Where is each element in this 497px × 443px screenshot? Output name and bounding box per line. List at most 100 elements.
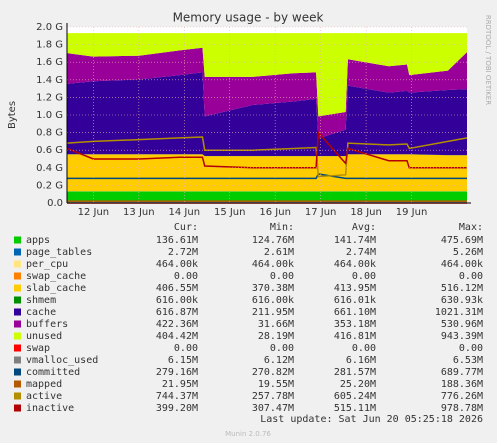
stat-header: Min: <box>270 222 294 233</box>
legend-stat: 744.37M <box>156 391 198 402</box>
legend-stat: 136.61M <box>156 235 198 246</box>
line-active <box>66 136 468 178</box>
legend-stat: 0.00 <box>174 271 198 282</box>
legend-stat: 464.00k <box>334 259 376 270</box>
stat-header: Cur: <box>174 222 198 233</box>
legend-stat: 188.36M <box>441 379 483 390</box>
legend-stat: 416.81M <box>334 331 376 342</box>
legend-stat: 31.66M <box>258 319 294 330</box>
legend-stat: 21.95M <box>162 379 198 390</box>
legend-stat: 464.00k <box>156 259 198 270</box>
legend-swatch <box>14 236 21 244</box>
legend-stat: 404.42M <box>156 331 198 342</box>
legend-stat: 0.00 <box>270 271 294 282</box>
legend-stat: 406.55M <box>156 283 198 294</box>
legend-swatch <box>14 380 21 388</box>
y-axis-label: Bytes <box>7 101 18 129</box>
x-tick-label: 15 Jun <box>214 207 246 218</box>
legend-swatch <box>14 296 21 304</box>
line-committed <box>67 173 467 180</box>
legend-stat: 1021.31M <box>435 307 483 318</box>
legend-stat: 978.78M <box>441 403 483 414</box>
legend-stat: 605.24M <box>334 391 376 402</box>
y-tick-label: 1.8 G <box>36 40 63 51</box>
area-cache <box>67 72 467 157</box>
x-tick-label: 14 Jun <box>169 207 201 218</box>
legend-stat: 353.18M <box>334 319 376 330</box>
chart-title: Memory usage - by week <box>173 11 324 25</box>
area-slab-cache <box>67 154 467 192</box>
legend-stat: 0.00 <box>459 271 483 282</box>
legend-label: shmem <box>26 295 56 306</box>
legend-stat: 689.77M <box>441 367 483 378</box>
legend-swatch <box>14 284 21 292</box>
legend-label: swap_cache <box>26 271 86 282</box>
legend-stat: 281.57M <box>334 367 376 378</box>
legend-stat: 270.82M <box>252 367 294 378</box>
legend-label: slab_cache <box>26 283 86 294</box>
x-tick-label: 12 Jun <box>78 207 110 218</box>
legend-swatch <box>14 272 21 280</box>
y-tick-label: 0.6 G <box>36 145 63 156</box>
y-tick-label: 0.2 G <box>36 180 63 191</box>
stat-header: Avg: <box>352 222 376 233</box>
legend-swatch <box>14 332 21 340</box>
x-tick-label: 18 Jun <box>350 207 382 218</box>
legend-stat: 0.00 <box>352 271 376 282</box>
area-buffers <box>67 47 467 139</box>
y-tick-label: 1.4 G <box>36 75 63 86</box>
legend-label: page_tables <box>26 247 92 258</box>
legend-stat: 6.12M <box>264 355 294 366</box>
legend-label: committed <box>26 367 80 378</box>
x-tick-label: 19 Jun <box>396 207 428 218</box>
stat-header: Max: <box>459 222 483 233</box>
version: Munin 2.0.76 <box>225 430 271 438</box>
legend-swatch <box>14 260 21 268</box>
side-label: RRDTOOL / TOBI OETIKER <box>484 15 492 105</box>
x-tick-label: 13 Jun <box>123 207 155 218</box>
legend-stat: 0.00 <box>459 343 483 354</box>
legend-stat: 516.12M <box>441 283 483 294</box>
legend-stat: 661.10M <box>334 307 376 318</box>
legend-swatch <box>14 320 21 328</box>
legend-stat: 211.95M <box>252 307 294 318</box>
legend-label: swap <box>26 343 50 354</box>
legend-label: cache <box>26 307 56 318</box>
legend-swatch <box>14 404 21 412</box>
legend-stat: 25.20M <box>340 379 376 390</box>
y-tick-label: 2.0 G <box>36 22 63 33</box>
legend-stat: 475.69M <box>441 235 483 246</box>
legend-label: per_cpu <box>26 259 68 270</box>
legend-swatch <box>14 344 21 352</box>
y-tick-label: 0.4 G <box>36 163 63 174</box>
legend-stat: 413.95M <box>334 283 376 294</box>
legend-stat: 616.00k <box>156 295 198 306</box>
legend-label: unused <box>26 331 62 342</box>
legend-label: vmalloc_used <box>26 355 98 366</box>
legend-label: active <box>26 391 62 402</box>
legend-stat: 2.72M <box>168 247 198 258</box>
legend-stat: 2.74M <box>346 247 376 258</box>
legend-swatch <box>14 308 21 316</box>
y-tick-label: 1.0 G <box>36 110 63 121</box>
legend-stat: 141.74M <box>334 235 376 246</box>
legend-stat: 2.61M <box>264 247 294 258</box>
legend-swatch <box>14 248 21 256</box>
y-tick-label: 1.6 G <box>36 57 63 68</box>
area-apps <box>67 191 467 203</box>
legend-label: inactive <box>26 403 74 414</box>
legend-stat: 399.20M <box>156 403 198 414</box>
legend-stat: 943.39M <box>441 331 483 342</box>
y-tick-label: 0.0 <box>47 198 63 209</box>
legend-stat: 124.76M <box>252 235 294 246</box>
footer: Last update: Sat Jun 20 05:25:18 2026 <box>260 414 483 425</box>
y-tick-label: 1.2 G <box>36 92 63 103</box>
legend-stat: 6.53M <box>453 355 483 366</box>
legend-stat: 776.26M <box>441 391 483 402</box>
legend-stat: 5.26M <box>453 247 483 258</box>
legend-stat: 422.36M <box>156 319 198 330</box>
legend-stat: 616.87M <box>156 307 198 318</box>
legend-stat: 464.00k <box>252 259 294 270</box>
legend-swatch <box>14 368 21 376</box>
